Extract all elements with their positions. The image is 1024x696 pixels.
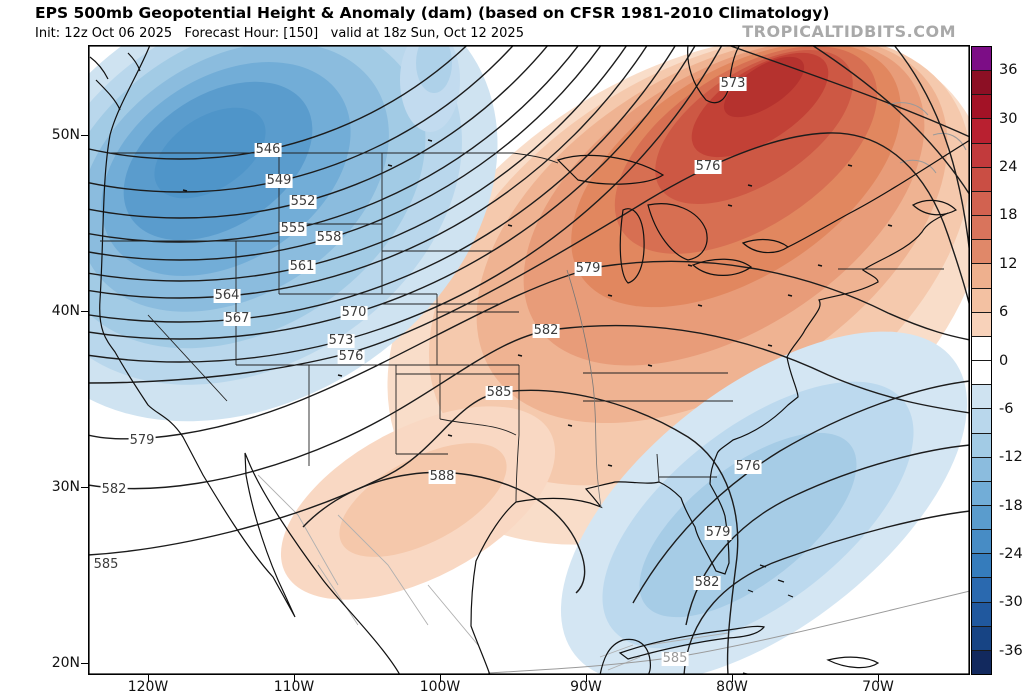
lon-tick — [439, 675, 441, 682]
page-title: EPS 500mb Geopotential Height & Anomaly … — [35, 4, 830, 22]
lat-label-40N: 40N — [51, 303, 80, 319]
colorbar-tick--6: -6 — [999, 400, 1014, 417]
lon-tick — [293, 675, 295, 682]
colorbar-tick--30: -30 — [999, 594, 1023, 611]
colorbar-tick-24: 24 — [999, 158, 1018, 175]
colorbar-tick--24: -24 — [999, 546, 1023, 563]
lat-tick — [81, 662, 88, 664]
colorbar-segment — [972, 361, 991, 386]
colorbar-segment — [972, 288, 991, 313]
colorbar-segment — [972, 119, 991, 144]
colorbar-segment — [972, 191, 991, 217]
colorbar-segment — [972, 481, 991, 506]
colorbar-segment — [972, 336, 991, 362]
colorbar-segment — [972, 409, 991, 434]
lon-tick — [731, 675, 733, 682]
state-borders — [100, 152, 944, 503]
colorbar-segment — [972, 433, 991, 458]
colorbar-tick-30: 30 — [999, 110, 1018, 127]
lon-tick — [147, 675, 149, 682]
colorbar-segment — [972, 650, 991, 675]
lon-label-110W: 110W — [273, 679, 315, 695]
colorbar-segment — [972, 47, 991, 72]
colorbar-segment — [972, 71, 991, 96]
colorbar-tick-12: 12 — [999, 255, 1018, 272]
coastlines — [89, 45, 970, 675]
lat-label-30N: 30N — [51, 479, 80, 495]
lon-tick — [585, 675, 587, 682]
anomaly-colorbar — [971, 46, 992, 675]
colorbar-tick--12: -12 — [999, 449, 1023, 466]
colorbar-segment — [972, 530, 991, 555]
colorbar-segment — [972, 167, 991, 192]
map-graphic — [88, 45, 970, 675]
colorbar-tick--18: -18 — [999, 497, 1023, 514]
lon-label-100W: 100W — [419, 679, 461, 695]
lon-label-120W: 120W — [127, 679, 169, 695]
map-canvas: 546 549 552 555 558 561 564 567 570 573 576 573 576 5… — [88, 45, 970, 675]
lat-tick — [81, 310, 88, 312]
lon-label-80W: 80W — [716, 679, 748, 695]
negative-anomaly-patch-north — [400, 45, 460, 132]
colorbar-segment — [972, 240, 991, 265]
colorbar-segment — [972, 602, 991, 627]
colorbar-segment — [972, 457, 991, 482]
mississippi-river — [566, 269, 602, 508]
colorbar-tick-0: 0 — [999, 352, 1009, 369]
lon-tick — [877, 675, 879, 682]
colorbar-tick-6: 6 — [999, 304, 1009, 321]
colorbar-segment — [972, 312, 991, 337]
colorbar-segment — [972, 505, 991, 531]
lat-label-50N: 50N — [51, 127, 80, 143]
colorbar-tick-36: 36 — [999, 62, 1018, 79]
lon-label-90W: 90W — [570, 679, 602, 695]
colorbar-tick-18: 18 — [999, 207, 1018, 224]
negative-anomaly-shading-west — [88, 45, 498, 422]
terrain-specks — [182, 139, 893, 467]
lat-tick — [81, 486, 88, 488]
gray-contour-585 — [487, 590, 970, 674]
colorbar-segment — [972, 264, 991, 289]
tropicaltidbits-watermark: TROPICALTIDBITS.COM — [742, 22, 956, 41]
lat-tick — [81, 134, 88, 136]
colorbar-segment — [972, 216, 991, 241]
colorbar-segment — [972, 578, 991, 603]
colorbar-segment — [972, 95, 991, 120]
colorbar-segment — [972, 143, 991, 168]
colorbar-segment — [972, 554, 991, 579]
init-forecast-line: Init: 12z Oct 06 2025 Forecast Hour: [15… — [35, 26, 524, 41]
lat-label-20N: 20N — [51, 655, 80, 671]
colorbar-segment — [972, 385, 991, 410]
colorbar-tick--36: -36 — [999, 642, 1023, 659]
map-frame — [88, 45, 970, 675]
positive-anomaly-texas — [280, 406, 556, 600]
lon-label-70W: 70W — [862, 679, 894, 695]
colorbar-segment — [972, 626, 991, 651]
